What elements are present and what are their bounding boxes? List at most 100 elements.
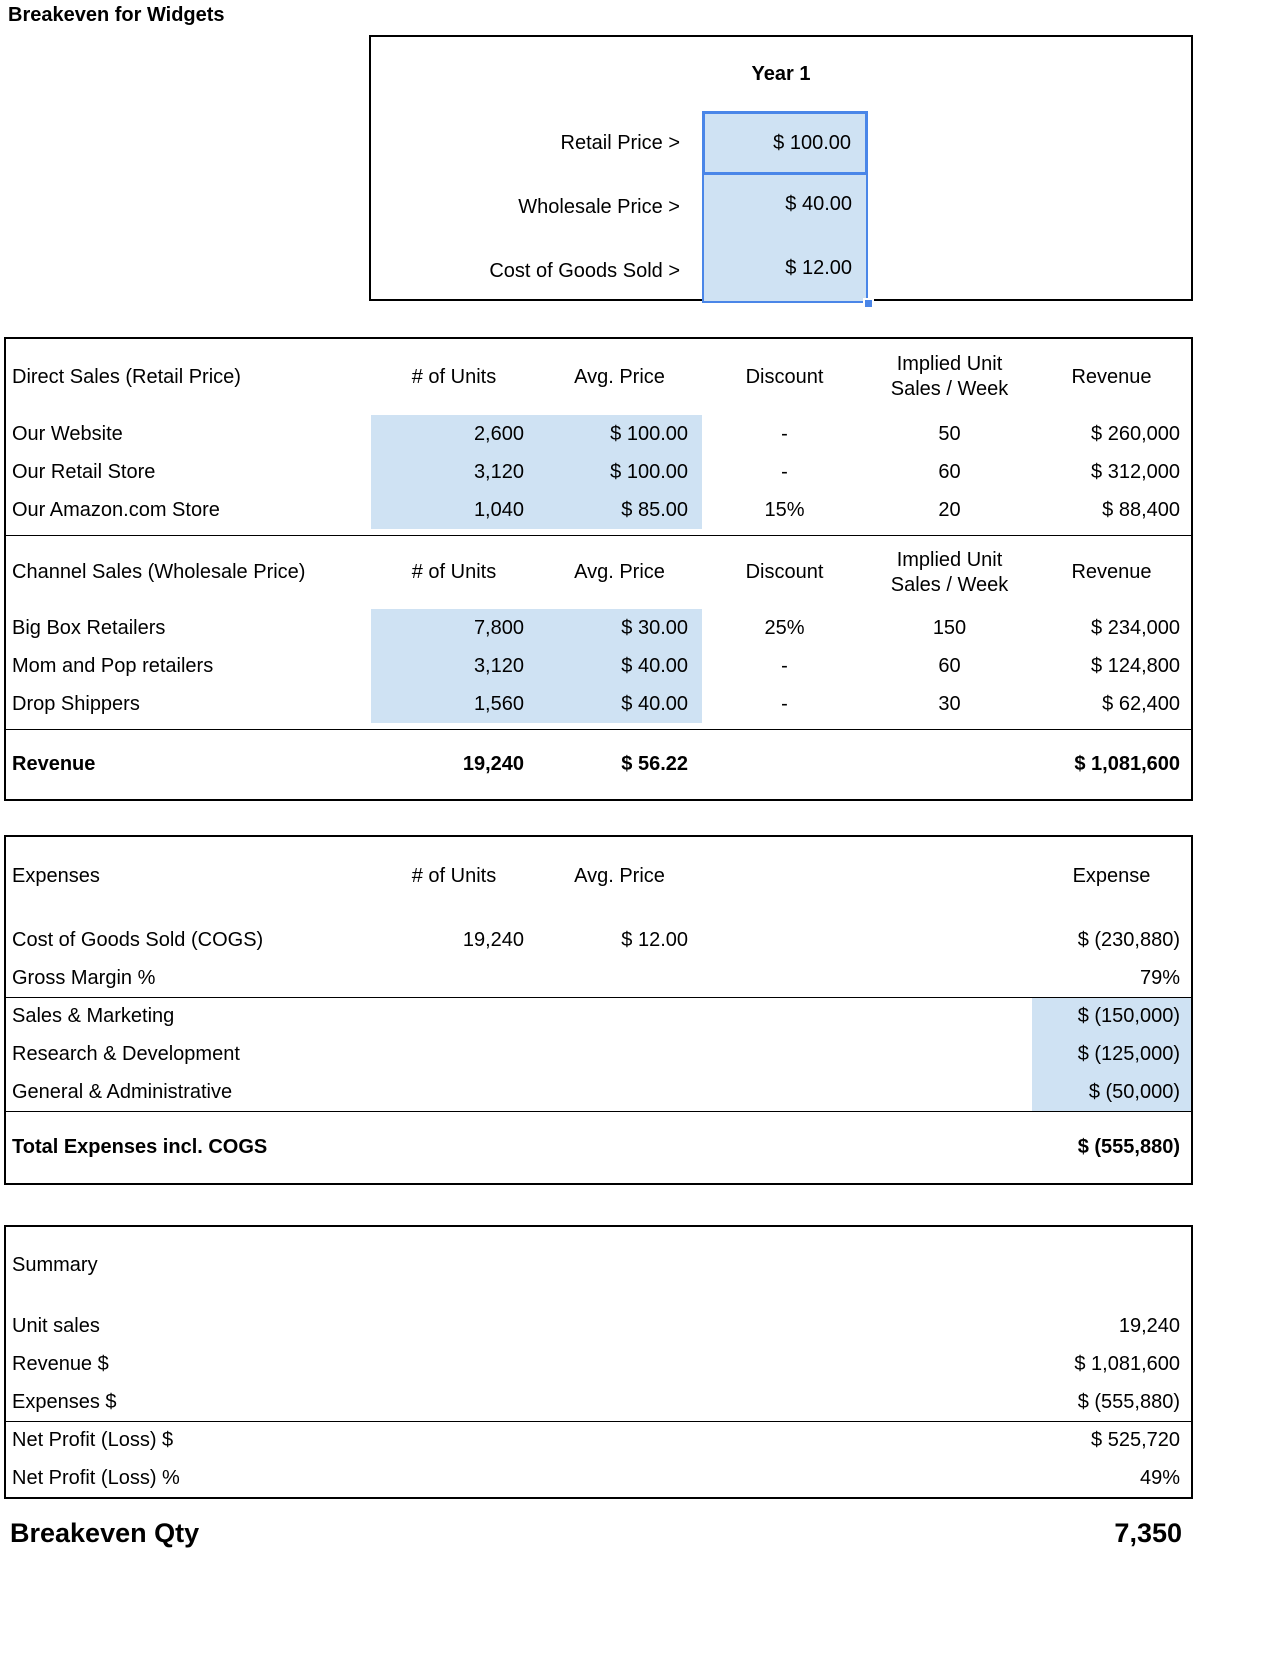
- revenue-cell: $ 88,400: [1102, 498, 1180, 521]
- opex-row: Sales & Marketing $ (150,000): [6, 997, 1191, 1035]
- page-title: Breakeven for Widgets: [8, 4, 225, 26]
- breakeven-row: Breakeven Qty 7,350: [4, 1506, 1193, 1560]
- implied-cell: 60: [938, 654, 961, 677]
- net-profit-row: Net Profit (Loss) % 49%: [6, 1459, 1191, 1497]
- row-label: Cost of Goods Sold (COGS): [12, 928, 264, 951]
- row-label: Our Amazon.com Store: [12, 498, 220, 521]
- row-label: Net Profit (Loss) $: [12, 1429, 174, 1451]
- units-cell[interactable]: 1,040: [371, 491, 537, 529]
- retail-price-label: Retail Price >: [560, 132, 681, 154]
- net-profit-row: Net Profit (Loss) $ $ 525,720: [6, 1421, 1191, 1459]
- table-row: Our Retail Store 3,120 $ 100.00 - 60 $ 3…: [6, 453, 1191, 491]
- col-header-implied: Implied Unit Sales / Week: [890, 353, 1009, 400]
- cogs-row: Cost of Goods Sold (COGS) 19,240 $ 12.00…: [6, 921, 1191, 959]
- row-label: General & Administrative: [12, 1080, 233, 1103]
- col-header-units: # of Units: [411, 864, 497, 887]
- implied-cell: 50: [938, 422, 961, 445]
- gross-margin-value: 79%: [1139, 966, 1180, 989]
- units-cell[interactable]: 2,600: [371, 415, 537, 453]
- revenue-total-cell: $ 1,081,600: [1074, 753, 1180, 775]
- retail-price-cell[interactable]: $ 100.00: [702, 111, 868, 175]
- implied-cell: 30: [938, 692, 961, 715]
- fill-handle[interactable]: [863, 298, 874, 309]
- row-label: Big Box Retailers: [12, 616, 166, 639]
- implied-cell: 150: [932, 616, 967, 639]
- discount-cell: -: [781, 460, 788, 483]
- breakeven-value: 7,350: [1114, 1517, 1182, 1548]
- direct-sales-title: Direct Sales (Retail Price): [12, 365, 241, 388]
- price-cell[interactable]: $ 40.00: [537, 647, 702, 685]
- price-cell[interactable]: $ 100.00: [537, 415, 702, 453]
- revenue-cell: $ 260,000: [1091, 422, 1180, 445]
- revenue-cell: $ 62,400: [1102, 692, 1180, 715]
- expense-cell[interactable]: $ (150,000): [1032, 998, 1191, 1035]
- row-label: Research & Development: [12, 1042, 240, 1065]
- cogs-cell[interactable]: $ 12.00: [702, 239, 868, 303]
- price-cell[interactable]: $ 30.00: [537, 609, 702, 647]
- expense-cell[interactable]: $ (125,000): [1032, 1035, 1191, 1073]
- units-cell[interactable]: 1,560: [371, 685, 537, 723]
- discount-cell: 25%: [764, 616, 805, 639]
- discount-cell: -: [781, 654, 788, 677]
- summary-value: $ 1,081,600: [1074, 1352, 1180, 1375]
- units-cell[interactable]: 7,800: [371, 609, 537, 647]
- summary-value: $ (555,880): [1077, 1390, 1180, 1413]
- channel-sales-header-row: Channel Sales (Wholesale Price) # of Uni…: [6, 535, 1191, 609]
- summary-table: Summary Unit sales 19,240 Revenue $ $ 1,…: [4, 1225, 1193, 1499]
- col-header-price: Avg. Price: [574, 365, 665, 388]
- total-label: Total Expenses incl. COGS: [12, 1136, 268, 1158]
- price-cell[interactable]: $ 40.00: [537, 685, 702, 723]
- col-header-revenue: Revenue: [1071, 365, 1152, 388]
- year-header: Year 1: [751, 63, 811, 85]
- table-row: Our Amazon.com Store 1,040 $ 85.00 15% 2…: [6, 491, 1191, 529]
- breakeven-label: Breakeven Qty: [10, 1517, 200, 1548]
- expenses-header-row: Expenses # of Units Avg. Price Expense: [6, 837, 1191, 915]
- net-profit-value: 49%: [1139, 1466, 1180, 1489]
- col-header-expense: Expense: [1072, 864, 1151, 887]
- row-label: Drop Shippers: [12, 692, 140, 715]
- expenses-total-row: Total Expenses incl. COGS $ (555,880): [6, 1111, 1191, 1183]
- price-cell[interactable]: $ 100.00: [537, 453, 702, 491]
- col-header-revenue: Revenue: [1071, 561, 1152, 583]
- table-row: Big Box Retailers 7,800 $ 30.00 25% 150 …: [6, 609, 1191, 647]
- net-profit-value: $ 525,720: [1091, 1429, 1180, 1451]
- price-cell: $ 12.00: [621, 928, 688, 951]
- revenue-cell: $ 312,000: [1091, 460, 1180, 483]
- divider-spacer: [6, 1227, 1191, 1237]
- expense-total-cell: $ (555,880): [1077, 1136, 1180, 1158]
- units-cell[interactable]: 3,120: [371, 647, 537, 685]
- channel-sales-title: Channel Sales (Wholesale Price): [12, 561, 306, 583]
- row-label: Mom and Pop retailers: [12, 654, 214, 677]
- row-label: Our Website: [12, 422, 123, 445]
- col-header-price: Avg. Price: [574, 561, 665, 583]
- row-label: Revenue $: [12, 1352, 109, 1375]
- wholesale-price-cell[interactable]: $ 40.00: [702, 175, 868, 239]
- units-cell: 19,240: [462, 928, 524, 951]
- row-label: Gross Margin %: [12, 966, 156, 989]
- price-cell[interactable]: $ 85.00: [537, 491, 702, 529]
- gross-margin-row: Gross Margin % 79%: [6, 959, 1191, 997]
- cogs-label: Cost of Goods Sold >: [489, 260, 680, 282]
- col-header-price: Avg. Price: [574, 864, 665, 887]
- opex-row: General & Administrative $ (50,000): [6, 1073, 1191, 1111]
- col-header-discount: Discount: [745, 365, 824, 388]
- opex-row: Research & Development $ (125,000): [6, 1035, 1191, 1073]
- col-header-implied: Implied Unit Sales / Week: [890, 548, 1009, 596]
- row-label: Our Retail Store: [12, 460, 156, 483]
- wholesale-price-label: Wholesale Price >: [518, 196, 680, 218]
- discount-cell: -: [781, 692, 788, 715]
- expense-cell: $ (230,880): [1077, 928, 1180, 951]
- units-cell[interactable]: 3,120: [371, 453, 537, 491]
- col-header-units: # of Units: [411, 365, 497, 388]
- summary-row: Expenses $ $ (555,880): [6, 1383, 1191, 1421]
- expense-cell[interactable]: $ (50,000): [1032, 1073, 1191, 1111]
- table-row: Drop Shippers 1,560 $ 40.00 - 30 $ 62,40…: [6, 685, 1191, 723]
- implied-cell: 20: [938, 498, 961, 521]
- summary-row: Unit sales 19,240: [6, 1307, 1191, 1345]
- row-label: Net Profit (Loss) %: [12, 1466, 180, 1489]
- discount-cell: -: [781, 422, 788, 445]
- discount-cell: 15%: [764, 498, 805, 521]
- col-header-discount: Discount: [745, 561, 824, 583]
- expenses-table: Expenses # of Units Avg. Price Expense C…: [4, 835, 1193, 1185]
- row-label: Unit sales: [12, 1314, 100, 1337]
